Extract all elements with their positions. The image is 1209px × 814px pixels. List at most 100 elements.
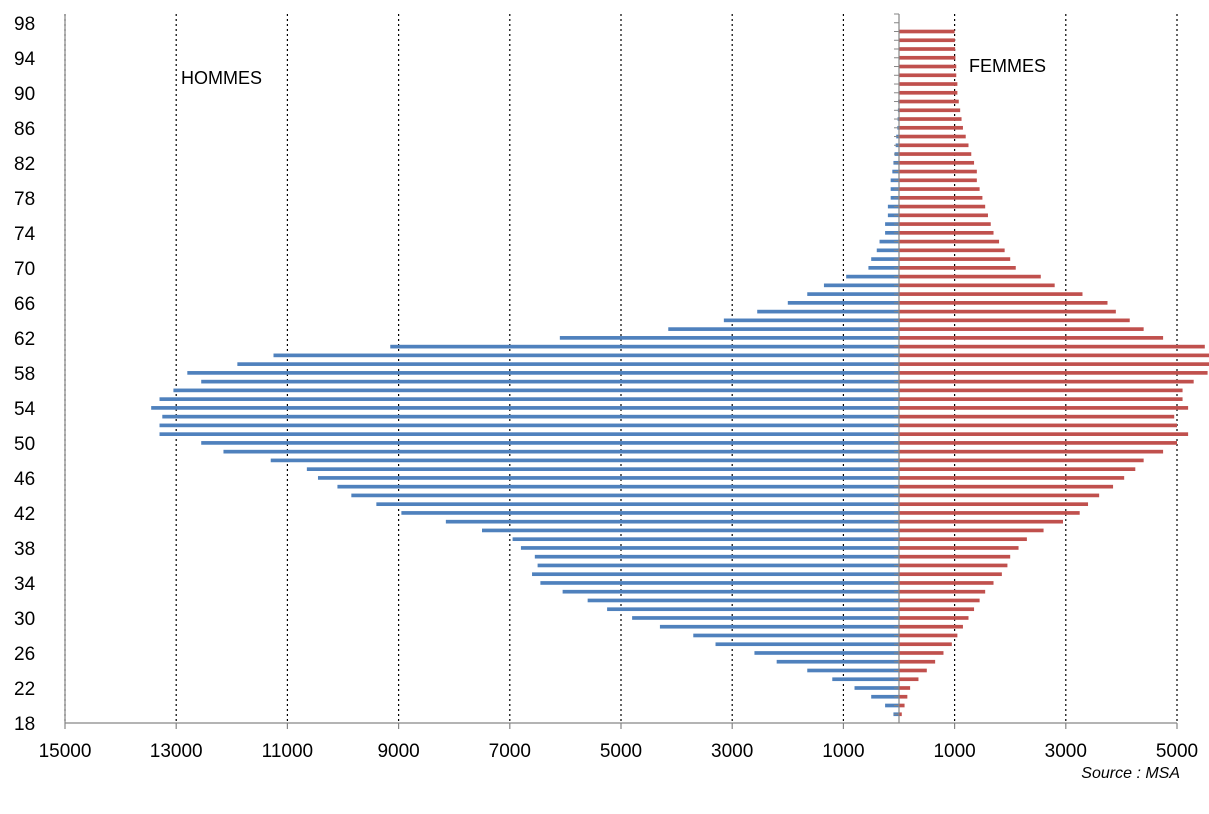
bar-hommes-age-74	[885, 230, 899, 235]
bar-femmes-age-58	[899, 371, 1208, 375]
y-tick-label-82: 82	[14, 154, 35, 175]
x-tick-label-5: 5000	[600, 741, 642, 762]
bar-femmes-age-73	[899, 239, 1000, 244]
bar-femmes-age-47	[899, 467, 1136, 471]
bar-femmes-age-28	[899, 633, 958, 638]
bar-hommes-age-69	[846, 274, 899, 279]
bar-femmes-age-87	[899, 117, 962, 121]
y-tick-label-26: 26	[14, 644, 35, 665]
bar-hommes-age-43	[376, 502, 899, 507]
bar-hommes-age-42	[401, 511, 899, 515]
bar-hommes-age-77	[887, 204, 899, 209]
bar-femmes-age-43	[899, 502, 1089, 507]
bar-femmes-age-34	[899, 581, 994, 585]
bar-hommes-age-62	[559, 336, 899, 340]
bars	[151, 29, 1209, 717]
bar-femmes-age-90	[899, 90, 958, 95]
bar-femmes-age-63	[899, 327, 1144, 331]
bar-femmes-age-33	[899, 589, 986, 594]
bar-hommes-age-33	[562, 589, 899, 594]
x-tick-label-2: 11000	[262, 741, 313, 762]
bar-hommes-age-56	[173, 388, 900, 393]
y-tick-label-46: 46	[14, 469, 35, 490]
bar-hommes-age-65	[757, 309, 899, 314]
bar-femmes-age-54	[899, 406, 1189, 410]
bar-femmes-age-92	[899, 73, 957, 78]
bar-hommes-age-24	[807, 668, 899, 673]
bar-femmes-age-27	[899, 642, 952, 647]
bar-femmes-age-24	[899, 668, 927, 673]
bar-hommes-age-51	[159, 432, 899, 436]
bar-femmes-age-51	[899, 432, 1189, 436]
bar-femmes-age-50	[899, 441, 1177, 445]
bar-hommes-age-50	[201, 441, 900, 445]
y-tick-label-98: 98	[14, 14, 35, 35]
bar-hommes-age-32	[587, 598, 899, 603]
bar-hommes-age-37	[534, 554, 899, 559]
bar-hommes-age-36	[537, 563, 899, 568]
bar-femmes-age-91	[899, 82, 958, 86]
y-tick-label-62: 62	[14, 329, 35, 350]
y-tick-label-86: 86	[14, 119, 35, 140]
bar-femmes-age-30	[899, 616, 969, 620]
axes	[64, 13, 1178, 729]
group-label-femmes: FEMMES	[969, 56, 1046, 76]
bar-femmes-age-29	[899, 624, 963, 629]
bar-femmes-age-53	[899, 414, 1175, 419]
y-tick-label-22: 22	[14, 679, 35, 700]
bar-hommes-age-64	[723, 318, 899, 323]
bar-hommes-age-46	[317, 476, 900, 480]
bar-femmes-age-70	[899, 266, 1016, 270]
y-tick-label-94: 94	[14, 49, 36, 70]
bar-femmes-age-19	[899, 712, 902, 717]
y-tick-label-38: 38	[14, 539, 35, 560]
y-tick-label-58: 58	[14, 364, 35, 385]
bar-hommes-age-70	[868, 266, 899, 270]
x-tick-label-4: 7000	[489, 741, 531, 762]
bar-femmes-age-48	[899, 458, 1144, 463]
bar-femmes-age-52	[899, 423, 1177, 428]
bar-hommes-age-67	[807, 292, 899, 296]
bar-femmes-age-97	[899, 29, 955, 34]
x-tick-label-3: 9000	[377, 741, 419, 762]
y-tick-label-70: 70	[14, 259, 35, 280]
bar-femmes-age-94	[899, 55, 956, 60]
bar-femmes-age-60	[899, 353, 1209, 358]
bar-hommes-age-53	[162, 414, 900, 419]
bar-femmes-age-61	[899, 344, 1205, 349]
bar-femmes-age-79	[899, 187, 980, 191]
bar-hommes-age-35	[532, 572, 899, 577]
bar-femmes-age-89	[899, 99, 959, 104]
group-label-hommes: HOMMES	[181, 68, 262, 88]
bar-femmes-age-57	[899, 379, 1194, 384]
bar-femmes-age-39	[899, 537, 1027, 542]
bar-femmes-age-88	[899, 108, 961, 113]
y-tick-label-54: 54	[14, 399, 36, 420]
bar-femmes-age-95	[899, 47, 956, 51]
bar-hommes-age-66	[787, 301, 899, 305]
bar-femmes-age-69	[899, 274, 1041, 279]
bar-hommes-age-54	[151, 406, 899, 410]
bar-femmes-age-64	[899, 318, 1130, 323]
bar-femmes-age-62	[899, 336, 1164, 340]
bar-femmes-age-25	[899, 659, 936, 664]
y-tick-label-50: 50	[14, 434, 35, 455]
bar-femmes-age-41	[899, 519, 1064, 524]
bar-hommes-age-75	[885, 222, 899, 226]
bar-hommes-age-38	[520, 546, 899, 550]
bar-hommes-age-23	[832, 677, 899, 682]
bar-femmes-age-68	[899, 283, 1055, 288]
bar-hommes-age-57	[201, 379, 900, 384]
source-note: Source : MSA	[1081, 765, 1180, 782]
bar-hommes-age-40	[482, 528, 899, 533]
bar-femmes-age-83	[899, 152, 972, 156]
bar-femmes-age-38	[899, 546, 1019, 550]
bar-femmes-age-71	[899, 257, 1011, 261]
bar-femmes-age-93	[899, 64, 957, 69]
bar-femmes-age-67	[899, 292, 1083, 296]
bar-hommes-age-60	[273, 353, 899, 358]
bar-femmes-age-81	[899, 169, 977, 174]
bar-hommes-age-44	[351, 493, 900, 498]
bar-hommes-age-68	[823, 283, 899, 288]
